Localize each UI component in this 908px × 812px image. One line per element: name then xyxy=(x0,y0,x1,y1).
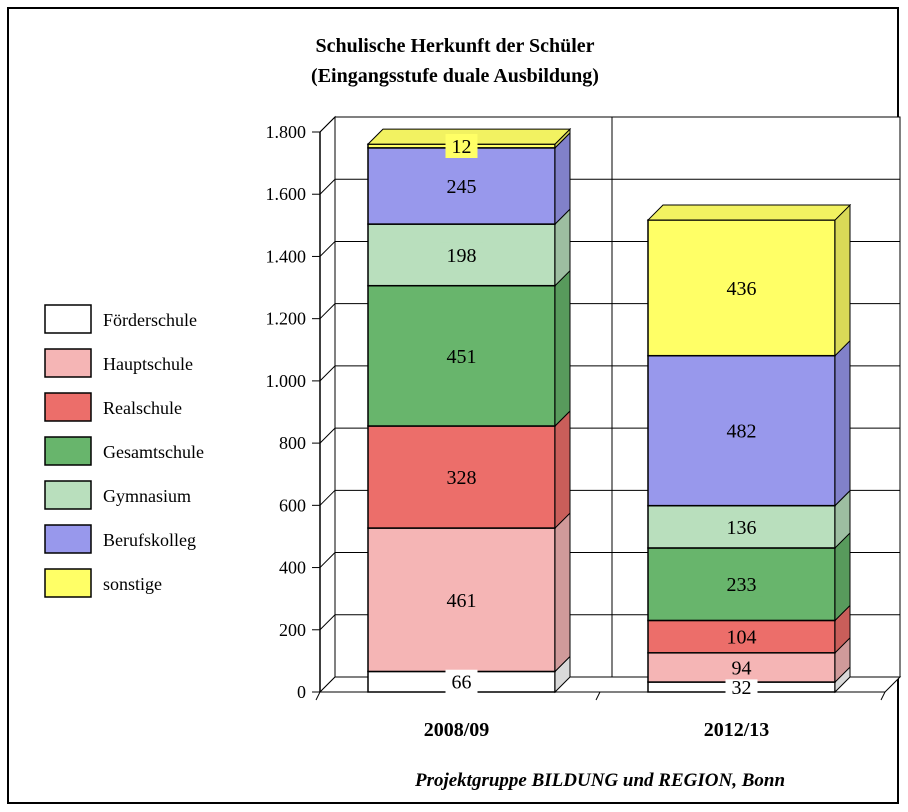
data-label-text: 198 xyxy=(447,245,477,267)
data-label-text: 12 xyxy=(452,136,472,158)
chart-title: Schulische Herkunft der Schüler xyxy=(315,35,594,57)
data-label-bg xyxy=(720,624,763,649)
data-label-bg xyxy=(440,465,483,490)
legend-item: Gesamtschule xyxy=(44,436,204,466)
bar-side xyxy=(834,339,851,507)
data-label: 12 xyxy=(445,134,478,158)
data-label-text: 104 xyxy=(727,627,757,649)
data-label-bg xyxy=(445,134,478,158)
data-label: 245 xyxy=(440,173,483,198)
data-label: 482 xyxy=(720,418,763,443)
bar-side xyxy=(554,511,571,673)
legend-label: Hauptschule xyxy=(103,354,193,374)
bar-side xyxy=(554,131,571,226)
data-label-text: 233 xyxy=(727,574,757,596)
x-category-label: 2012/13 xyxy=(704,719,770,741)
y-axis: 0 200 400 600 800 1.000 1.200 1.400 1.600 1.800 xyxy=(266,122,886,702)
data-label-text: 328 xyxy=(447,467,477,489)
legend-swatch xyxy=(44,436,92,466)
data-label: 328 xyxy=(440,465,483,490)
data-label-text: 136 xyxy=(727,517,757,539)
legend: Förderschule Hauptschule Realschule Gesamts… xyxy=(44,304,204,598)
data-label: 436 xyxy=(720,275,763,300)
bar-segment xyxy=(647,531,851,622)
legend-swatch xyxy=(44,304,92,334)
legend-label: Realschule xyxy=(103,398,182,418)
legend-label: Förderschule xyxy=(103,310,197,330)
legend-item: Berufskolleg xyxy=(44,524,196,554)
legend-swatch xyxy=(44,568,92,598)
bar-side xyxy=(834,203,851,357)
data-label-text: 245 xyxy=(447,176,477,198)
y-tick-label: 200 xyxy=(279,620,306,640)
legend-item: Realschule xyxy=(44,392,182,422)
data-label-bg xyxy=(445,669,478,694)
data-label: 104 xyxy=(720,624,763,649)
data-label-text: 66 xyxy=(452,672,472,694)
data-label-bg xyxy=(720,275,763,300)
legend-item: sonstige xyxy=(44,568,162,598)
x-axis-categories: 2008/09 2012/13 xyxy=(424,719,770,741)
data-label-bg xyxy=(720,418,763,443)
y-tick-label: 400 xyxy=(279,558,306,578)
data-label: 198 xyxy=(440,242,483,267)
legend-item: Hauptschule xyxy=(44,348,193,378)
data-label: 66 xyxy=(445,669,478,694)
x-tick xyxy=(315,691,321,701)
bar-top xyxy=(646,204,852,221)
y-tick-label: 1.400 xyxy=(266,246,307,266)
legend-item: Gymnasium xyxy=(44,480,191,510)
y-tick-label: 1.600 xyxy=(266,184,307,204)
data-label-bg xyxy=(725,655,758,680)
legend-label: sonstige xyxy=(103,574,162,594)
bar-side xyxy=(554,269,571,428)
data-label-bg xyxy=(440,242,483,267)
chart-subtitle: (Eingangsstufe duale Ausbildung) xyxy=(311,65,599,87)
legend-label: Berufskolleg xyxy=(103,530,196,550)
data-label-bg xyxy=(440,343,483,368)
x-tick xyxy=(880,691,886,701)
y-tick-label: 0 xyxy=(297,682,306,702)
legend-swatch xyxy=(44,480,92,510)
data-label-bg xyxy=(720,514,763,539)
data-label: 94 xyxy=(725,655,758,680)
y-tick-label: 1.000 xyxy=(266,371,307,391)
data-label-text: 461 xyxy=(447,590,477,612)
x-tick xyxy=(595,691,601,701)
gridline xyxy=(319,178,900,195)
bar-side xyxy=(554,409,571,530)
side-wall xyxy=(319,115,336,694)
data-label-text: 482 xyxy=(727,421,757,443)
legend-label: Gesamtschule xyxy=(103,442,204,462)
data-label-bg xyxy=(720,572,763,597)
y-tick-label: 1.800 xyxy=(266,122,307,142)
x-category-label: 2008/09 xyxy=(424,719,490,741)
data-label: 451 xyxy=(440,343,483,368)
credit-text: Projektgruppe BILDUNG und REGION, Bonn xyxy=(414,770,785,791)
y-tick-label: 800 xyxy=(279,433,306,453)
data-label: 233 xyxy=(720,572,763,597)
data-label-text: 94 xyxy=(732,657,752,679)
legend-swatch xyxy=(44,524,92,554)
gridline xyxy=(319,116,900,133)
data-label-text: 451 xyxy=(447,346,477,368)
y-tick-label: 1.200 xyxy=(266,309,307,329)
legend-item: Förderschule xyxy=(44,304,197,334)
data-label-text: 32 xyxy=(732,677,752,699)
data-label-bg xyxy=(440,587,483,612)
legend-swatch xyxy=(44,392,92,422)
data-label-bg xyxy=(440,173,483,198)
legend-label: Gymnasium xyxy=(103,486,191,506)
legend-swatch xyxy=(44,348,92,378)
data-label-text: 436 xyxy=(727,278,757,300)
data-label: 461 xyxy=(440,587,483,612)
data-label: 136 xyxy=(720,514,763,539)
y-tick-label: 600 xyxy=(279,495,306,515)
